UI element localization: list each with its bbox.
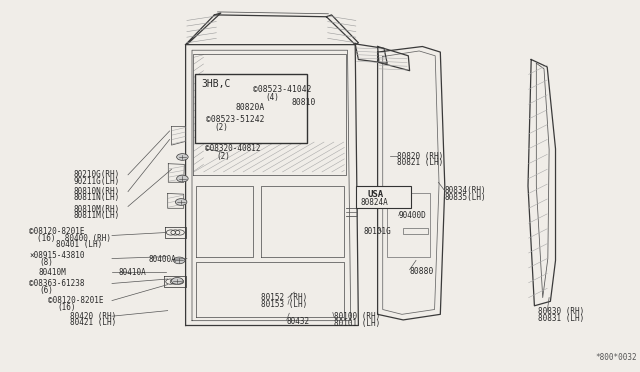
Text: (16)  80400 (RH): (16) 80400 (RH) — [37, 234, 111, 243]
Text: ©08120-8201E: ©08120-8201E — [48, 296, 104, 305]
Text: 80101 (LH): 80101 (LH) — [334, 319, 380, 328]
Circle shape — [172, 278, 183, 284]
Text: 80153 (LH): 80153 (LH) — [261, 300, 307, 309]
Text: (6): (6) — [40, 286, 54, 295]
Circle shape — [177, 175, 188, 182]
Text: 80101G: 80101G — [364, 227, 391, 236]
Text: 80830 (RH): 80830 (RH) — [538, 307, 584, 316]
Text: (16): (16) — [58, 303, 76, 312]
Text: 80210G(RH): 80210G(RH) — [74, 170, 120, 179]
Text: 80824A: 80824A — [361, 198, 388, 207]
Text: (2): (2) — [216, 152, 230, 161]
Text: 80834(RH): 80834(RH) — [445, 186, 486, 195]
Text: ©08523-41042: ©08523-41042 — [253, 85, 311, 94]
Text: 80400A: 80400A — [148, 255, 176, 264]
Text: 80810M(RH): 80810M(RH) — [74, 205, 120, 214]
Text: 80821 (LH): 80821 (LH) — [397, 158, 443, 167]
Text: 80820A: 80820A — [236, 103, 265, 112]
Text: ©08523-51242: ©08523-51242 — [206, 115, 264, 124]
Text: USA: USA — [367, 190, 383, 199]
Text: (4): (4) — [266, 93, 280, 102]
Text: 80820 (RH): 80820 (RH) — [397, 152, 443, 161]
Text: 80811N(LH): 80811N(LH) — [74, 193, 120, 202]
Text: 80810N(RH): 80810N(RH) — [74, 187, 120, 196]
Circle shape — [177, 154, 188, 160]
Text: ©08320-40812: ©08320-40812 — [205, 144, 260, 153]
Text: (8): (8) — [40, 258, 54, 267]
Text: 80410A: 80410A — [118, 268, 146, 277]
Bar — [195, 74, 307, 143]
Text: 80421 (LH): 80421 (LH) — [70, 318, 116, 327]
Text: ©08120-8201E: ©08120-8201E — [29, 227, 85, 236]
Text: 80152 (RH): 80152 (RH) — [261, 293, 307, 302]
Text: 90400D: 90400D — [399, 211, 426, 220]
Text: ×08915-43810: ×08915-43810 — [29, 251, 85, 260]
Text: 80420 (RH): 80420 (RH) — [70, 312, 116, 321]
Circle shape — [175, 199, 187, 205]
Bar — [403, 228, 428, 234]
Text: (2): (2) — [214, 123, 228, 132]
Text: 80401 (LH): 80401 (LH) — [56, 240, 102, 249]
Text: 80831 (LH): 80831 (LH) — [538, 314, 584, 323]
Text: 80880: 80880 — [410, 267, 434, 276]
Text: 80811M(LH): 80811M(LH) — [74, 211, 120, 220]
Text: ©08363-61238: ©08363-61238 — [29, 279, 85, 288]
FancyBboxPatch shape — [356, 186, 411, 208]
Text: 3HB,C: 3HB,C — [202, 79, 231, 89]
Text: 80810: 80810 — [291, 98, 316, 107]
Text: 80410M: 80410M — [38, 268, 66, 277]
Text: *800*0032: *800*0032 — [595, 353, 637, 362]
Circle shape — [173, 257, 185, 264]
Text: 80100 (RH): 80100 (RH) — [334, 312, 380, 321]
Text: 80835(LH): 80835(LH) — [445, 193, 486, 202]
Text: 90211G(LH): 90211G(LH) — [74, 177, 120, 186]
Text: 80432: 80432 — [287, 317, 310, 326]
